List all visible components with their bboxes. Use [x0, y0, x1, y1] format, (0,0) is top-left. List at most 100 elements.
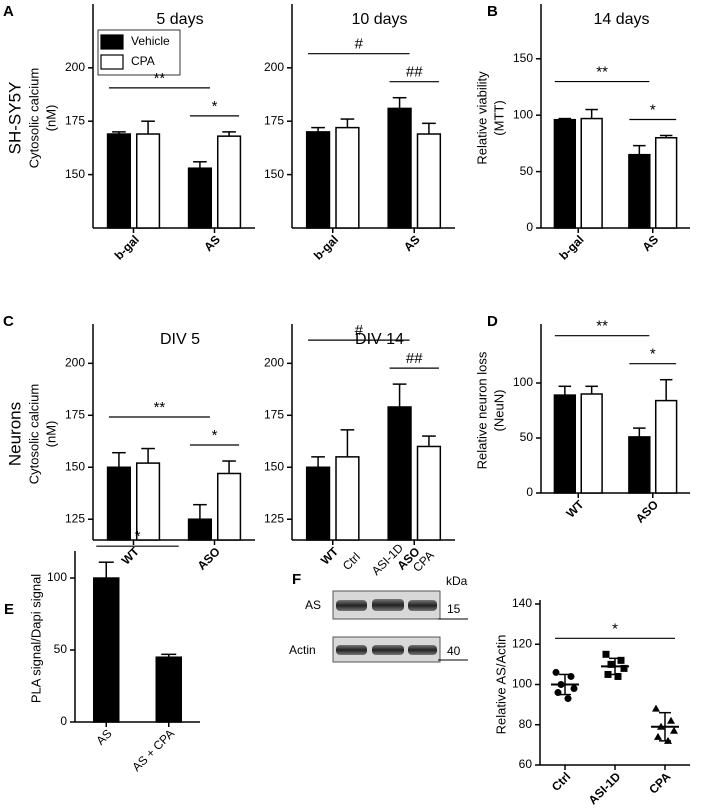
x-tick-label: WT	[564, 497, 588, 521]
bar	[387, 107, 412, 229]
bar	[654, 399, 678, 494]
data-point	[670, 726, 678, 734]
blot-band	[408, 600, 437, 611]
y-axis-label: (nM)	[43, 105, 58, 132]
y-axis-label: (NeuN)	[491, 390, 506, 432]
significance-label: **	[154, 399, 166, 416]
y-tick-label: 50	[520, 430, 534, 444]
x-tick-label: ASI-1D	[586, 769, 624, 807]
y-tick-label: 175	[65, 113, 85, 127]
chart-title: 14 days	[593, 11, 649, 28]
bar	[335, 126, 360, 229]
y-tick-label: 80	[519, 717, 533, 731]
panel-letter: C	[3, 313, 14, 330]
data-point	[620, 664, 628, 672]
bar	[580, 117, 603, 229]
row-label: SH-SY5Y	[5, 82, 24, 155]
bar	[187, 518, 213, 541]
y-tick-label: 100	[47, 570, 67, 584]
bar	[216, 472, 242, 541]
x-tick-label: AS	[201, 232, 223, 254]
panel-letter: D	[487, 313, 498, 330]
chart-title: 10 days	[351, 11, 407, 28]
legend-label: Vehicle	[131, 34, 170, 48]
bar	[106, 466, 132, 541]
y-tick-label: 150	[264, 459, 284, 473]
bar	[580, 393, 603, 494]
x-tick-label: WT	[119, 544, 143, 568]
chart-panel: E PLA signal/Dapi signal 0 50 100 AS AS + CPA *	[4, 528, 200, 774]
y-tick-label: 0	[526, 220, 533, 234]
y-axis-label: (MTT)	[491, 100, 506, 135]
y-tick-label: 0	[60, 714, 67, 728]
x-tick-label: WT	[318, 544, 342, 568]
y-axis-label: Cytosolic calcium	[26, 68, 41, 168]
x-tick-label: AS	[401, 232, 423, 254]
data-point	[614, 672, 622, 680]
x-tick-label: AS	[639, 232, 661, 254]
significance-label: *	[612, 620, 618, 637]
y-tick-label: 50	[54, 642, 68, 656]
significance-label: **	[154, 70, 166, 87]
bar	[628, 436, 651, 494]
y-tick-label: 200	[65, 356, 85, 370]
bar	[305, 466, 331, 541]
bar	[135, 133, 161, 229]
blot-band	[336, 600, 367, 611]
y-tick-label: 0	[526, 485, 533, 499]
y-axis-label: PLA signal/Dapi signal	[28, 574, 43, 703]
size-marker: 40	[447, 644, 461, 658]
y-tick-label: 150	[65, 459, 85, 473]
x-tick-label: ASO	[195, 544, 223, 572]
y-tick-label: 100	[512, 677, 532, 691]
y-axis-label: Cytosolic calcium	[26, 384, 41, 484]
bar	[628, 153, 651, 229]
data-point	[667, 716, 675, 724]
y-tick-label: 125	[65, 511, 85, 525]
y-axis-label: Relative viability	[474, 71, 489, 165]
panel-letter: E	[4, 601, 14, 618]
y-tick-label: 125	[264, 511, 284, 525]
significance-label: *	[650, 101, 656, 118]
bar	[654, 136, 678, 229]
bar	[93, 577, 120, 723]
size-marker: 15	[447, 602, 461, 616]
significance-label: **	[596, 64, 608, 81]
blot-band	[336, 645, 367, 655]
bar	[305, 131, 331, 229]
bar	[187, 167, 213, 229]
significance-label: ##	[406, 64, 423, 81]
bar	[387, 406, 412, 541]
y-tick-label: 140	[512, 596, 532, 610]
x-tick-label: CPA	[646, 769, 673, 796]
y-tick-label: 175	[264, 407, 284, 421]
bar	[335, 456, 360, 541]
x-tick-label: Ctrl	[549, 769, 574, 794]
blot-row-label: Actin	[289, 643, 316, 657]
x-tick-label: AS + CPA	[129, 726, 177, 774]
significance-label: *	[212, 98, 218, 115]
data-point	[552, 668, 560, 676]
x-tick-label: b-gal	[112, 232, 142, 262]
x-tick-label: ASO	[633, 497, 661, 525]
bar	[553, 118, 577, 229]
data-point	[564, 695, 572, 703]
row-label: Neurons	[5, 402, 24, 466]
y-tick-label: 200	[264, 356, 284, 370]
x-tick-label: b-gal	[311, 232, 341, 262]
blot-band	[372, 599, 404, 611]
bar	[416, 133, 442, 229]
chart-panel: Relative AS/Actin 60 80 100 120 140 Ctrl ASI-1D…	[493, 596, 690, 807]
significance-label: #	[355, 322, 364, 339]
significance-label: **	[596, 318, 608, 335]
bar	[553, 394, 577, 494]
significance-label: #	[355, 36, 364, 53]
chart-title: DIV 5	[160, 331, 200, 348]
bar	[106, 133, 132, 229]
significance-label: ##	[406, 350, 423, 367]
data-point	[652, 704, 660, 712]
western-blot: F Ctrl ASI-1D CPA kDa AS Actin 15 40	[289, 541, 468, 663]
y-tick-label: 100	[513, 107, 533, 121]
